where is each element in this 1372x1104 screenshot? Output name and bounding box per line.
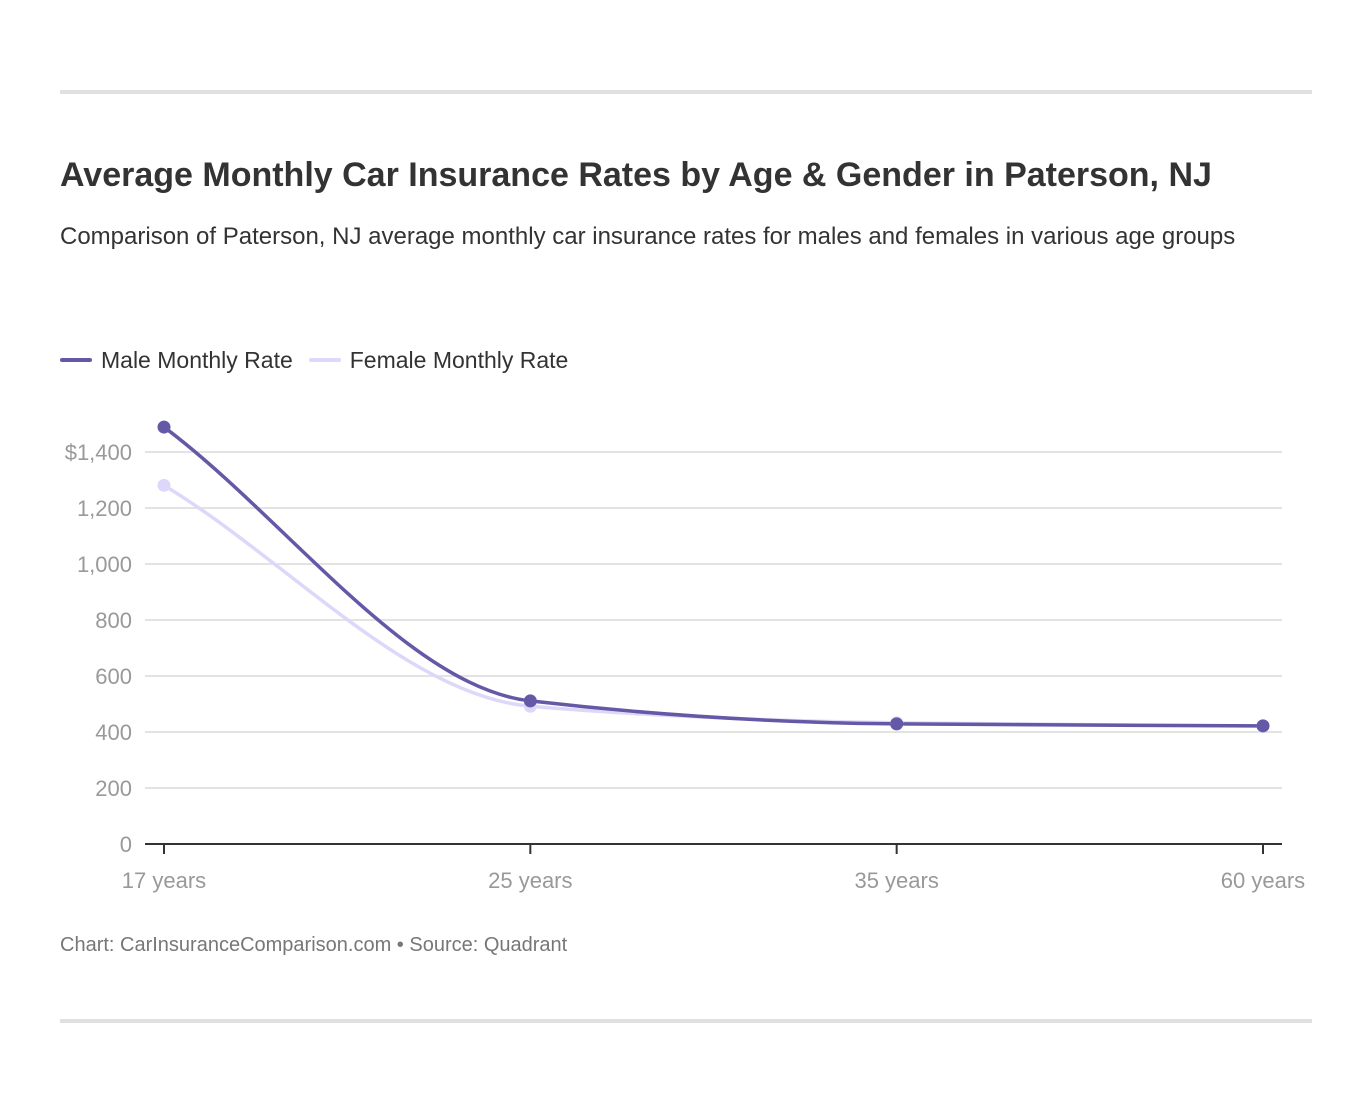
y-axis-ticks: 0 200 400 600 800 1,000 1,200 $1,400: [65, 440, 132, 857]
series-line-male: [162, 425, 1265, 728]
y-tick-label: 200: [95, 776, 132, 801]
chart-legend: Male Monthly Rate Female Monthly Rate: [60, 344, 584, 376]
y-tick-label: 800: [95, 608, 132, 633]
data-point-male[interactable]: [890, 717, 904, 731]
series-points: [157, 420, 1270, 733]
legend-swatch-female: [308, 358, 341, 362]
legend-label-female: Female Monthly Rate: [349, 346, 569, 373]
y-tick-label: 600: [95, 664, 132, 689]
series-line-female: [162, 483, 1265, 728]
data-point-male[interactable]: [523, 694, 537, 708]
bottom-divider: [60, 1019, 1312, 1023]
top-divider: [60, 90, 1312, 94]
x-axis: 17 years 25 years 35 years 60 years: [122, 843, 1305, 893]
series-lines: [162, 425, 1265, 728]
chart-source-credit: Chart: CarInsuranceComparison.com • Sour…: [60, 934, 568, 956]
data-point-male[interactable]: [1256, 719, 1270, 733]
x-tick-label: 60 years: [1221, 868, 1305, 893]
x-tick-label: 17 years: [122, 868, 206, 893]
y-tick-label: 1,000: [77, 552, 132, 577]
legend-item-female: Female Monthly Rate: [308, 346, 569, 374]
data-point-female[interactable]: [157, 478, 171, 492]
data-point-male[interactable]: [157, 420, 171, 434]
y-tick-label: 1,200: [77, 496, 132, 521]
gridlines: [145, 451, 1282, 789]
chart-title: Average Monthly Car Insurance Rates by A…: [60, 156, 1212, 194]
chart-subtitle: Comparison of Paterson, NJ average month…: [60, 223, 1236, 250]
y-tick-label: 400: [95, 720, 132, 745]
legend-item-male: Male Monthly Rate: [60, 347, 293, 374]
x-tick-label: 25 years: [488, 868, 572, 893]
legend-swatch-male: [60, 358, 92, 362]
legend-label-male: Male Monthly Rate: [101, 346, 293, 373]
y-tick-label: 0: [120, 832, 132, 857]
x-tick-label: 35 years: [854, 868, 938, 893]
y-tick-label: $1,400: [65, 440, 132, 465]
